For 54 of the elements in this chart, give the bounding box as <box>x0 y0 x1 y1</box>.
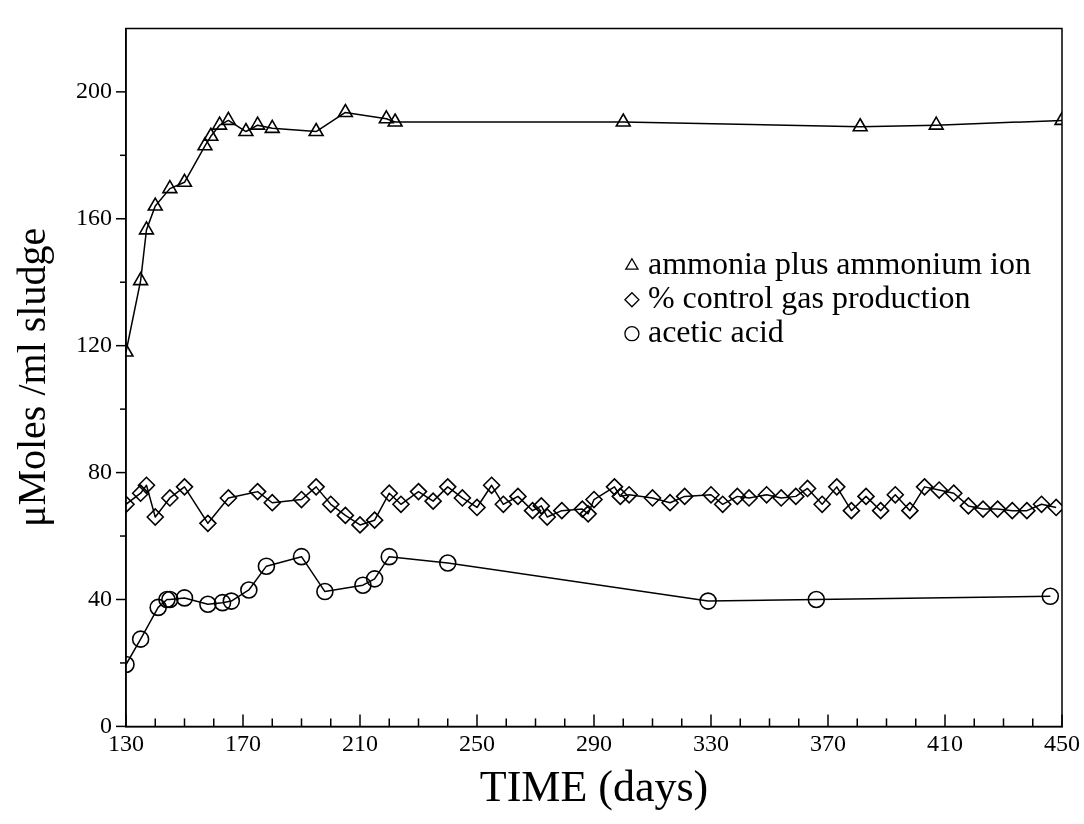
point <box>162 179 178 194</box>
point <box>615 113 631 127</box>
x-axis-title: TIME (days) <box>479 762 709 812</box>
point <box>264 119 280 134</box>
point <box>240 581 258 599</box>
point <box>131 630 150 648</box>
point <box>387 113 403 127</box>
x-tick-label: 210 <box>342 730 378 757</box>
y-tick-label: 160 <box>76 204 112 231</box>
y-tick-label: 120 <box>76 330 112 357</box>
point <box>147 197 163 211</box>
point <box>203 127 219 142</box>
point <box>1041 587 1060 606</box>
point <box>132 271 149 286</box>
point <box>220 111 237 126</box>
point <box>292 547 311 566</box>
x-tick-label: 250 <box>459 730 495 757</box>
point <box>365 570 384 588</box>
x-tick-label: 410 <box>927 730 963 757</box>
point <box>149 598 167 617</box>
point <box>852 117 868 132</box>
x-tick-label: 450 <box>1044 730 1080 757</box>
y-axis-title: μMoles /ml sludge <box>8 227 54 528</box>
point <box>354 576 372 595</box>
x-tick-label: 330 <box>693 730 729 757</box>
x-tick-label: 370 <box>810 730 846 757</box>
point <box>337 103 354 118</box>
point <box>378 110 395 124</box>
point <box>213 593 232 612</box>
point <box>238 122 254 137</box>
point <box>380 547 399 566</box>
point <box>138 221 155 235</box>
point <box>257 557 276 575</box>
point <box>316 582 334 601</box>
point <box>928 116 944 130</box>
y-tick-label: 80 <box>88 457 112 484</box>
point <box>308 122 324 137</box>
point <box>699 592 717 610</box>
y-tick-label: 40 <box>88 584 112 611</box>
point <box>199 595 217 614</box>
point <box>176 173 193 188</box>
y-tick-label: 0 <box>100 711 112 738</box>
x-tick-label: 170 <box>225 730 261 757</box>
point <box>222 592 241 610</box>
point <box>211 116 228 130</box>
legend-label: acetic acid <box>647 313 784 350</box>
point <box>249 116 266 130</box>
y-tick-label: 200 <box>76 77 112 104</box>
point <box>175 589 194 607</box>
x-tick-label: 290 <box>576 730 612 757</box>
legend-label: ammonia plus ammonium ion <box>647 245 1031 282</box>
point <box>807 590 826 609</box>
point <box>197 136 213 151</box>
point <box>438 554 457 572</box>
